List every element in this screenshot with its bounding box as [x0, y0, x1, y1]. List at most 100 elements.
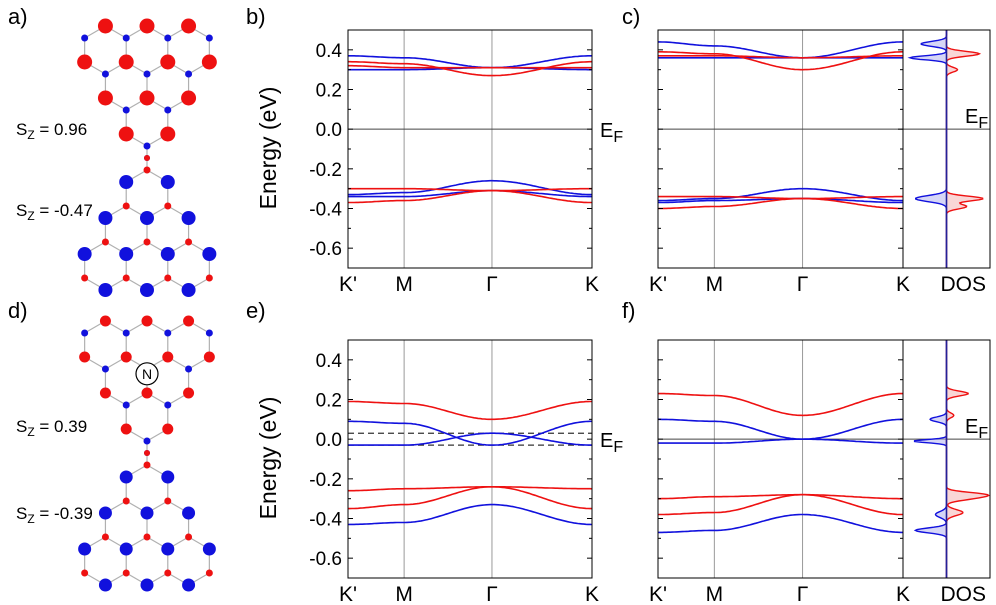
majority-spin-atom [79, 351, 91, 363]
y-tick-label: 0.0 [316, 120, 342, 141]
majority-spin-atom [99, 387, 111, 399]
minority-spin-atom [81, 274, 89, 282]
band-plot-b: 0.4 0.2 0.0 -0.2 -0.4 -0.6 K' M Γ K EF [309, 29, 623, 296]
red-dos-fill [946, 340, 989, 578]
majority-spin-atom [162, 351, 174, 363]
y-tick-label: -0.4 [309, 510, 342, 531]
majority-spin-atom [140, 211, 154, 225]
majority-spin-atom [78, 542, 92, 556]
y-tick-label: 0.4 [316, 351, 343, 372]
majority-spin-atom [160, 175, 175, 189]
majority-spin-atom [97, 90, 113, 106]
band-plot-e: 0.4 0.2 0.0 -0.2 -0.4 -0.6 K' M Γ K EF [309, 339, 623, 605]
majority-spin-atom [77, 54, 93, 70]
red-dos-curve [945, 340, 990, 578]
y-axis-title-b: Energy (eV) [255, 87, 281, 210]
majority-spin-atom [183, 387, 195, 399]
kpoint-label: Γ [486, 273, 498, 296]
blue-band [348, 420, 592, 446]
spin-label-a-bottom: SZ = -0.47 [16, 201, 93, 223]
y-tick-label: 0.4 [316, 41, 343, 62]
kpoint-label: K [896, 583, 910, 605]
minority-spin-atom [101, 70, 109, 78]
red-band [348, 60, 592, 77]
minority-spin-atom [164, 497, 172, 505]
y-tick-label: -0.6 [309, 239, 342, 260]
majority-spin-atom [119, 175, 134, 189]
panel-label-e: e) [246, 298, 266, 323]
minority-spin-atom [122, 401, 130, 409]
majority-spin-atom [201, 54, 217, 70]
majority-spin-atom [97, 18, 113, 34]
red-band [348, 400, 592, 421]
majority-spin-atom [183, 315, 195, 327]
majority-spin-atom [98, 578, 112, 592]
majority-spin-atom [182, 506, 196, 520]
y-tick-label: -0.2 [309, 470, 342, 491]
majority-spin-atom [161, 470, 175, 484]
blue-band [658, 513, 903, 534]
red-band [658, 392, 903, 417]
blue-dos-curve [913, 340, 948, 578]
minority-spin-atom [185, 533, 193, 541]
kpoint-label: K' [339, 273, 357, 296]
minority-spin-atom [101, 533, 109, 541]
minority-spin-atom [81, 329, 89, 337]
kpoint-label: Γ [797, 273, 809, 296]
majority-spin-atom [120, 423, 132, 435]
minority-spin-atom [122, 274, 130, 282]
panel-label-c: c) [622, 4, 640, 29]
fermi-energy-label: EF [965, 416, 988, 442]
majority-spin-atom [118, 54, 134, 70]
kpoint-label: K [896, 273, 910, 296]
minority-spin-atom [185, 70, 193, 78]
kpoint-label: K' [649, 583, 667, 605]
plot-frame [657, 339, 904, 579]
dos-axis-label: DOS [941, 583, 987, 605]
majority-spin-atom [139, 18, 155, 34]
majority-spin-atom [182, 578, 196, 592]
kpoint-label: K [585, 583, 599, 605]
minority-spin-atom [122, 329, 130, 337]
majority-spin-atom [119, 470, 133, 484]
blue-dos-curve [907, 30, 948, 268]
red-band [658, 493, 903, 516]
majority-spin-atom [181, 283, 196, 297]
spin-label-a-top: SZ = 0.96 [16, 120, 87, 142]
panel-label-b: b) [246, 4, 266, 29]
majority-spin-atom [202, 542, 216, 556]
panel-label-d: d) [8, 298, 28, 323]
y-tick-label: 0.0 [316, 430, 342, 451]
dos-axis-label: DOS [941, 273, 987, 296]
minority-spin-atom [143, 437, 151, 445]
minority-spin-atom [101, 238, 109, 246]
kpoint-label: K [585, 273, 599, 296]
kpoint-label: M [706, 583, 724, 605]
band-plot-f: DOS K' M Γ K EF [649, 339, 991, 605]
panel-label-f: f) [622, 298, 635, 323]
majority-spin-atom [98, 211, 113, 225]
kpoint-label: K' [649, 273, 667, 296]
kpoint-label: M [706, 273, 724, 296]
fermi-energy-label: EF [600, 430, 623, 456]
minority-spin-atom [164, 329, 172, 337]
kpoint-label: Γ [486, 583, 498, 605]
bridge-atom [144, 450, 150, 456]
blue-band [658, 41, 903, 59]
minority-spin-atom [143, 461, 151, 469]
majority-spin-atom [140, 578, 154, 592]
y-axis-title-e: Energy (eV) [255, 397, 281, 520]
minority-spin-atom [164, 202, 172, 210]
y-tick-label: -0.4 [309, 200, 342, 221]
majority-spin-atom [162, 423, 174, 435]
majority-spin-atom [181, 211, 196, 225]
minority-spin-atom [81, 569, 89, 577]
majority-spin-atom [181, 18, 197, 34]
minority-spin-atom [122, 202, 130, 210]
minority-spin-atom [205, 329, 213, 337]
kpoint-label: K' [339, 583, 357, 605]
minority-spin-atom [143, 166, 151, 174]
red-band [658, 55, 903, 59]
minority-spin-atom [205, 569, 213, 577]
